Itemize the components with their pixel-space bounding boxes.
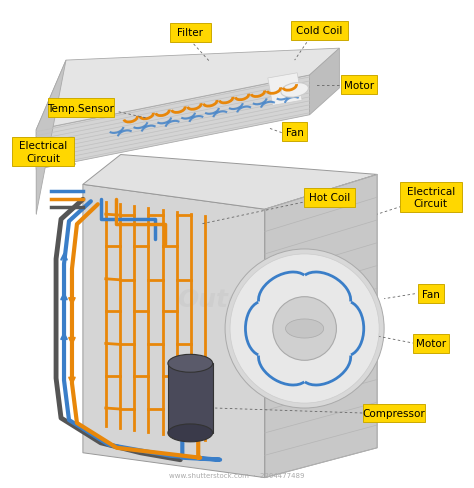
Text: Motor: Motor [416,339,446,349]
Text: Cold Coil: Cold Coil [296,26,343,36]
Text: Hot Coil: Hot Coil [309,193,350,203]
Text: Temp.Sensor: Temp.Sensor [47,103,114,114]
Ellipse shape [281,83,309,98]
Polygon shape [265,175,377,478]
Text: Outdoor: Outdoor [177,287,293,311]
Text: Motor: Motor [344,81,374,91]
Polygon shape [36,49,339,130]
Polygon shape [36,76,310,170]
FancyBboxPatch shape [170,24,211,42]
FancyBboxPatch shape [363,404,425,423]
Text: Fan: Fan [286,127,304,138]
Ellipse shape [285,319,324,338]
Polygon shape [83,155,377,210]
Text: Electrical
Circuit: Electrical Circuit [19,141,67,163]
Text: Filter: Filter [177,28,203,38]
Bar [168,364,213,433]
FancyBboxPatch shape [341,76,377,95]
Polygon shape [36,61,66,215]
Text: Fan: Fan [422,289,440,299]
Circle shape [225,249,384,408]
Ellipse shape [168,355,213,372]
Text: Electrical
Circuit: Electrical Circuit [407,187,455,209]
Polygon shape [310,49,339,116]
FancyBboxPatch shape [418,285,444,304]
Circle shape [230,254,379,403]
Text: Compressor: Compressor [363,408,426,418]
Text: Indoor: Indoor [234,66,306,85]
Polygon shape [83,185,265,478]
FancyBboxPatch shape [413,334,449,353]
FancyBboxPatch shape [400,183,462,213]
FancyBboxPatch shape [304,188,355,207]
Circle shape [273,297,337,361]
FancyBboxPatch shape [292,22,348,41]
FancyBboxPatch shape [282,123,307,142]
FancyBboxPatch shape [47,99,114,118]
Bar [268,74,302,106]
Text: www.shutterstock.com  ·  2204477489: www.shutterstock.com · 2204477489 [169,472,305,478]
Ellipse shape [168,424,213,442]
FancyBboxPatch shape [12,137,74,167]
